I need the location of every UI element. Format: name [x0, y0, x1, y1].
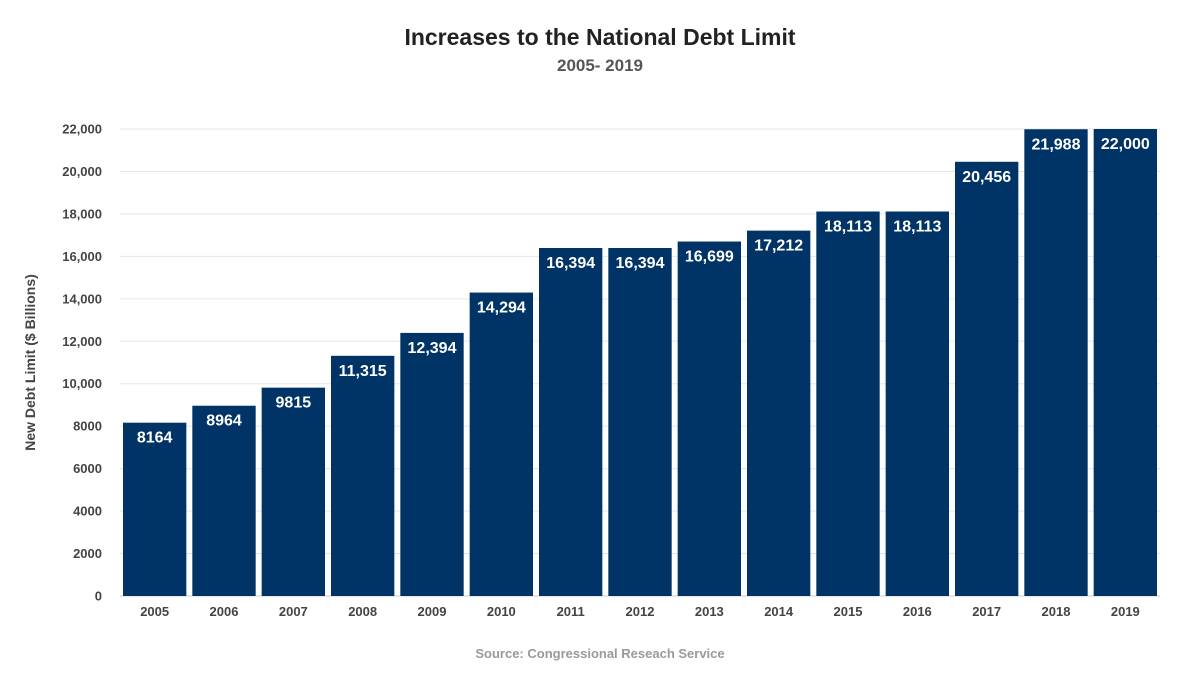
x-tick-label: 2013	[695, 604, 724, 619]
bar-data-label: 14,294	[477, 300, 526, 317]
bar	[955, 161, 1019, 596]
x-tick-label: 2018	[1042, 604, 1071, 619]
bar	[261, 387, 325, 596]
bar-data-label: 17,212	[754, 238, 803, 255]
bar	[400, 332, 464, 596]
bar-data-label: 16,394	[546, 255, 595, 272]
x-axis-ticks: 2005 2006 2007 2008 2009 2010 2011 2012 2013 2014…	[140, 604, 1140, 619]
bar	[885, 211, 949, 596]
bar	[816, 211, 880, 596]
y-tick-label: 4000	[73, 504, 102, 519]
bar-data-label: 8164	[137, 430, 173, 447]
x-tick-label: 2015	[834, 604, 863, 619]
x-tick-label: 2012	[626, 604, 655, 619]
x-tick-label: 2016	[903, 604, 932, 619]
bar	[192, 405, 256, 596]
y-tick-label: 6000	[73, 461, 102, 476]
bar-data-label: 12,394	[408, 340, 457, 357]
x-tick-label: 2019	[1111, 604, 1140, 619]
y-tick-label: 20,000	[62, 164, 102, 179]
bar	[539, 248, 603, 596]
chart-title: Increases to the National Debt Limit	[404, 24, 796, 50]
bar	[331, 355, 395, 596]
x-tick-label: 2007	[279, 604, 308, 619]
bars: 8164 8964 9815 11,315 12,394 14,294 16,394 16,3…	[123, 129, 1157, 597]
y-tick-label: 2000	[73, 546, 102, 561]
y-tick-label: 16,000	[62, 249, 102, 264]
bar-data-label: 18,113	[824, 219, 872, 236]
x-tick-label: 2011	[557, 604, 585, 619]
bar	[747, 230, 811, 597]
bar-data-label: 22,000	[1101, 136, 1150, 153]
x-tick-label: 2006	[210, 604, 239, 619]
bar	[608, 248, 672, 596]
bar	[1093, 129, 1157, 596]
bar-data-label: 20,456	[962, 169, 1011, 186]
bar-data-label: 16,394	[616, 255, 665, 272]
y-tick-label: 18,000	[62, 206, 102, 221]
bar-data-label: 16,699	[685, 249, 734, 266]
y-tick-label: 0	[95, 589, 102, 604]
y-tick-label: 12,000	[62, 334, 102, 349]
x-tick-label: 2008	[348, 604, 377, 619]
bar-data-label: 21,988	[1032, 136, 1081, 153]
y-tick-label: 10,000	[62, 376, 102, 391]
y-tick-label: 22,000	[62, 122, 102, 137]
bar	[123, 422, 187, 596]
bar-data-label: 9815	[276, 395, 312, 412]
bar-data-label: 8964	[206, 413, 242, 430]
chart-subtitle: 2005- 2019	[556, 56, 644, 75]
x-tick-label: 2010	[487, 604, 516, 619]
bar	[677, 241, 741, 597]
y-axis-ticks: 0 2000 4000 6000 8000 10,000 12,000 14,000 16,00…	[62, 122, 102, 604]
y-tick-label: 14,000	[62, 291, 102, 306]
x-tick-label: 2017	[972, 604, 1001, 619]
bar-data-label: 18,113	[893, 219, 941, 236]
bar	[1024, 129, 1088, 596]
chart-source: Source: Congressional Reseach Service	[475, 646, 725, 661]
bar	[469, 292, 533, 596]
x-tick-label: 2005	[140, 604, 169, 619]
x-tick-label: 2009	[418, 604, 447, 619]
x-tick-label: 2014	[764, 604, 794, 619]
y-axis-title: New Debt Limit ($ Billions)	[22, 274, 38, 451]
y-tick-label: 8000	[73, 419, 102, 434]
bar-data-label: 11,315	[339, 363, 387, 380]
